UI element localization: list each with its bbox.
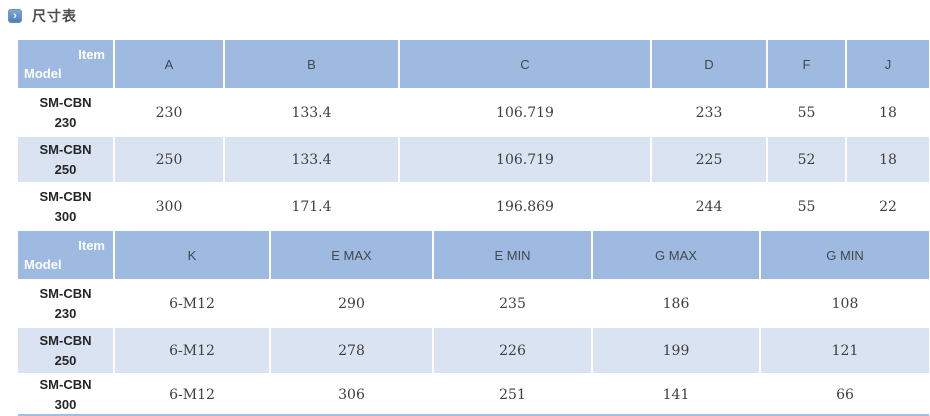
corner-header-cell: Item Model	[18, 40, 115, 90]
model-size: 230	[54, 305, 77, 321]
model-size: 250	[54, 161, 77, 177]
value-cell: 233	[652, 90, 768, 137]
table-row: SM-CBN 250 6-M12 278 226 199 121	[18, 328, 929, 375]
dimension-table-1: Item Model A B C D F J SM-CBN 230 230 13…	[18, 40, 929, 231]
column-header-c: C	[400, 40, 652, 90]
model-name: SM-CBN	[39, 142, 92, 157]
table1-header-row: Item Model A B C D F J	[18, 40, 929, 90]
value-cell: 18	[847, 90, 929, 137]
model-cell: SM-CBN 250	[18, 137, 115, 184]
column-header-e-min: E MIN	[434, 231, 593, 281]
section-title: 尺寸表	[32, 8, 77, 24]
model-size: 250	[54, 352, 77, 368]
model-cell: SM-CBN 250	[18, 328, 115, 375]
value-cell: 235	[434, 281, 593, 328]
corner-item-label: Item	[78, 46, 105, 62]
column-header-k: K	[115, 231, 271, 281]
value-cell: 226	[434, 328, 593, 375]
value-cell: 171.4	[225, 184, 400, 231]
model-size: 300	[54, 396, 77, 412]
table-row: SM-CBN 250 250 133.4 106.719 225 52 18	[18, 137, 929, 184]
chevron-right-icon: ›	[8, 9, 22, 23]
value-cell: 55	[768, 90, 847, 137]
model-name: SM-CBN	[39, 333, 92, 348]
dimension-table-2: Item Model K E MAX E MIN G MAX G MIN SM-…	[18, 231, 929, 414]
value-cell: 6-M12	[115, 328, 271, 375]
table-row: SM-CBN 300 300 171.4 196.869 244 55 22	[18, 184, 929, 231]
value-cell: 278	[271, 328, 434, 375]
value-cell: 225	[652, 137, 768, 184]
value-cell: 133.4	[225, 137, 400, 184]
value-cell: 186	[593, 281, 761, 328]
model-cell: SM-CBN 230	[18, 90, 115, 137]
value-cell: 251	[434, 375, 593, 414]
corner-model-label: Model	[24, 257, 62, 272]
column-header-b: B	[225, 40, 400, 90]
value-cell: 6-M12	[115, 281, 271, 328]
value-cell: 106.719	[400, 137, 652, 184]
model-cell: SM-CBN 300	[18, 184, 115, 231]
corner-item-label: Item	[78, 237, 105, 253]
value-cell: 306	[271, 375, 434, 414]
model-name: SM-CBN	[39, 377, 92, 392]
model-name: SM-CBN	[39, 95, 92, 110]
column-header-g-min: G MIN	[761, 231, 929, 281]
column-header-g-max: G MAX	[593, 231, 761, 281]
value-cell: 18	[847, 137, 929, 184]
corner-model-label: Model	[24, 66, 62, 81]
table-row: SM-CBN 230 6-M12 290 235 186 108	[18, 281, 929, 328]
value-cell: 108	[761, 281, 929, 328]
section-header: › 尺寸表	[8, 6, 77, 26]
value-cell: 133.4	[225, 90, 400, 137]
model-name: SM-CBN	[39, 189, 92, 204]
model-size: 230	[54, 114, 77, 130]
table-row: SM-CBN 230 230 133.4 106.719 233 55 18	[18, 90, 929, 137]
value-cell: 196.869	[400, 184, 652, 231]
dimension-tables: Item Model A B C D F J SM-CBN 230 230 13…	[18, 40, 929, 416]
value-cell: 300	[115, 184, 225, 231]
column-header-a: A	[115, 40, 225, 90]
value-cell: 244	[652, 184, 768, 231]
model-cell: SM-CBN 300	[18, 375, 115, 414]
column-header-j: J	[847, 40, 929, 90]
column-header-e-max: E MAX	[271, 231, 434, 281]
column-header-f: F	[768, 40, 847, 90]
model-cell: SM-CBN 230	[18, 281, 115, 328]
value-cell: 121	[761, 328, 929, 375]
corner-header-cell: Item Model	[18, 231, 115, 281]
value-cell: 250	[115, 137, 225, 184]
table2-header-row: Item Model K E MAX E MIN G MAX G MIN	[18, 231, 929, 281]
model-name: SM-CBN	[39, 286, 92, 301]
column-header-d: D	[652, 40, 768, 90]
value-cell: 106.719	[400, 90, 652, 137]
value-cell: 230	[115, 90, 225, 137]
table-row: SM-CBN 300 6-M12 306 251 141 66	[18, 375, 929, 414]
value-cell: 66	[836, 386, 854, 403]
model-size: 300	[54, 208, 77, 224]
value-cell: 290	[271, 281, 434, 328]
value-cell: 52	[768, 137, 847, 184]
value-cell: 6-M12	[115, 375, 271, 414]
value-cell: 141	[593, 375, 761, 414]
value-cell: 55	[768, 184, 847, 231]
value-cell: 22	[847, 184, 929, 231]
value-cell: 199	[593, 328, 761, 375]
